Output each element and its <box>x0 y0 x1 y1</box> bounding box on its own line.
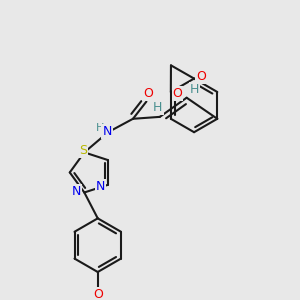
Text: H: H <box>153 101 163 114</box>
Text: O: O <box>93 289 103 300</box>
Text: O: O <box>196 70 206 83</box>
Text: H: H <box>190 82 199 96</box>
Text: N: N <box>95 180 105 193</box>
Text: H: H <box>96 123 105 134</box>
Text: N: N <box>102 125 112 138</box>
Text: O: O <box>143 87 153 101</box>
Text: O: O <box>172 87 182 101</box>
Text: N: N <box>72 185 81 198</box>
Text: S: S <box>80 144 87 157</box>
